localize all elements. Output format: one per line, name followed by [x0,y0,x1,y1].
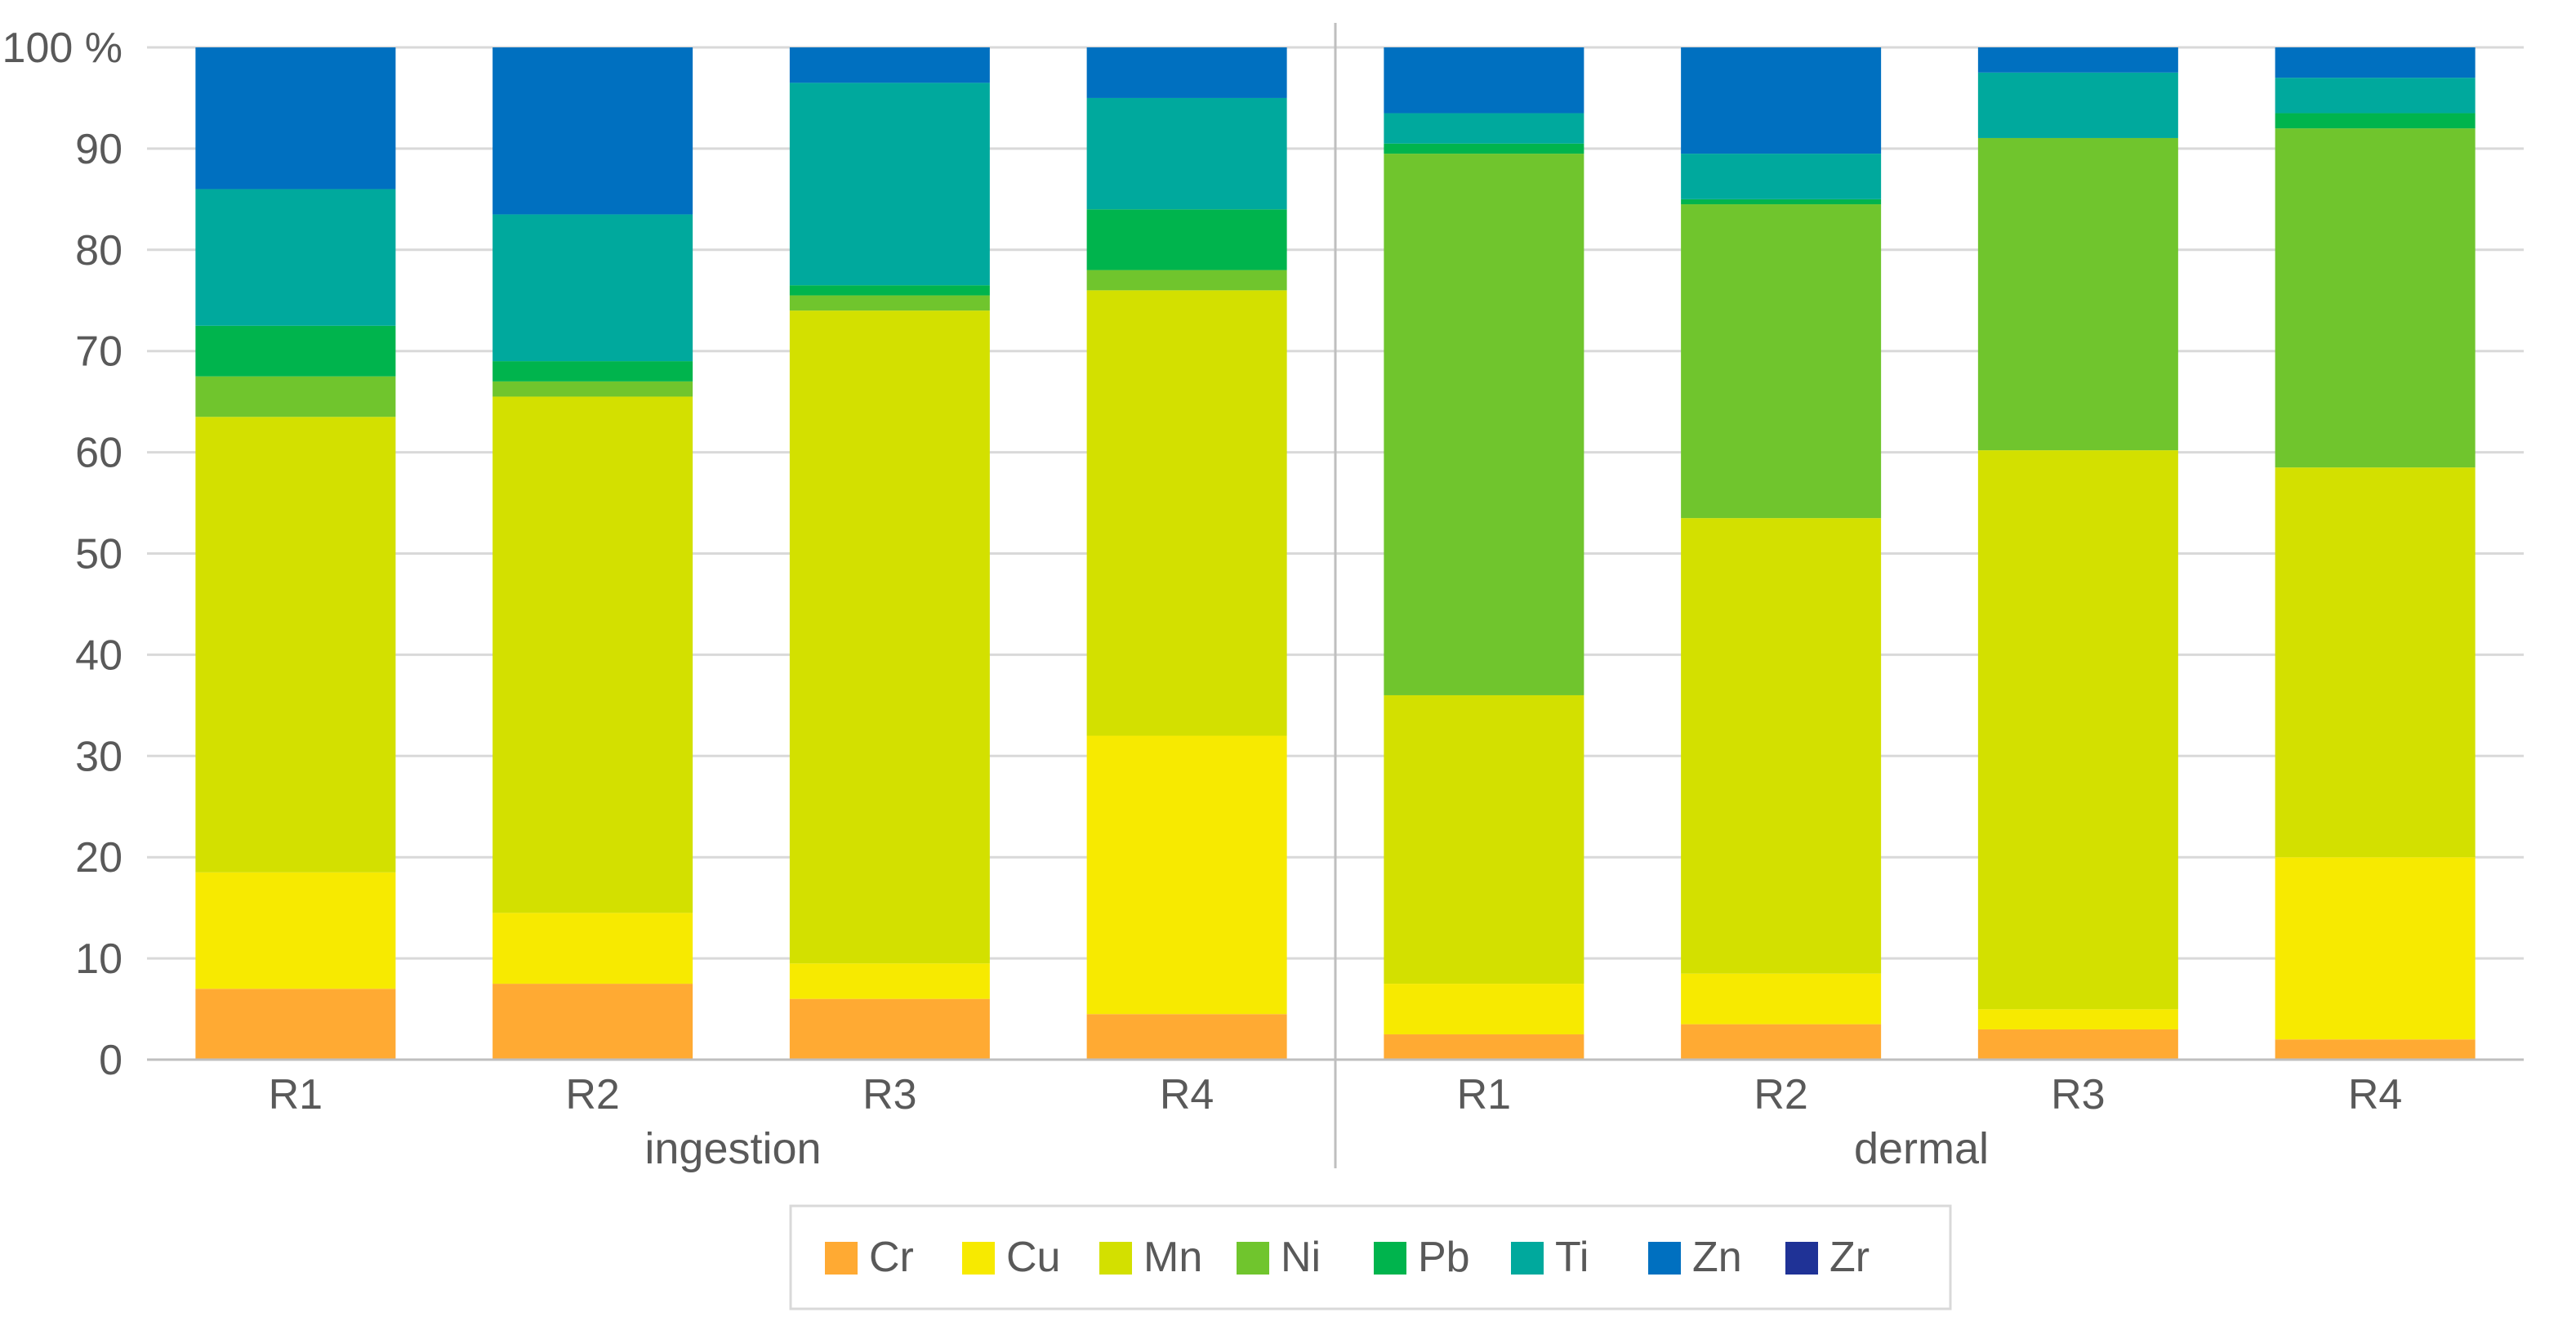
legend-label-pb: Pb [1418,1234,1470,1281]
x-tick-label: R3 [2051,1071,2105,1118]
bar-segment-pb-dermal-r1 [1384,143,1584,154]
bar-segment-mn-ingestion-r2 [492,396,693,913]
bar-segment-pb-dermal-r2 [1681,199,1882,205]
bar-segment-mn-dermal-r4 [2275,467,2476,858]
legend-swatch-zr [1785,1242,1818,1275]
y-tick-label: 0 [99,1037,123,1084]
bar-segment-ni-ingestion-r4 [1086,270,1287,291]
bar-segment-cu-ingestion-r4 [1086,735,1287,1015]
bar-segment-ti-ingestion-r1 [195,189,396,326]
bar-segment-ni-ingestion-r1 [195,376,396,417]
bar-segment-pb-ingestion-r1 [195,325,396,377]
y-tick-label: 100 % [2,25,123,72]
x-tick-label: R2 [1754,1071,1807,1118]
legend-label-zn: Zn [1692,1234,1742,1281]
legend-swatch-pb [1374,1242,1406,1275]
bar-segment-ti-ingestion-r3 [789,83,990,286]
bar-segment-cu-ingestion-r1 [195,872,396,989]
group-label-dermal: dermal [1854,1124,1989,1173]
bar-segment-pb-ingestion-r2 [492,361,693,382]
bar-segment-ti-dermal-r4 [2275,78,2476,114]
bar-segment-ti-dermal-r2 [1681,154,1882,199]
bar-segment-ti-dermal-r1 [1384,113,1584,144]
y-tick-label: 20 [75,834,123,882]
bar-segment-mn-ingestion-r1 [195,417,396,873]
bar-segment-zn-ingestion-r3 [789,47,990,83]
legend-swatch-cu [962,1242,995,1275]
legend-label-ti: Ti [1555,1234,1589,1281]
bar-segment-cr-dermal-r4 [2275,1039,2476,1060]
legend-swatch-mn [1099,1242,1132,1275]
x-tick-label: R2 [565,1071,619,1118]
legend-label-mn: Mn [1143,1234,1202,1281]
bar-segment-pb-ingestion-r3 [789,285,990,296]
bar-segment-cr-ingestion-r4 [1086,1014,1287,1060]
y-tick-label: 10 [75,935,123,983]
y-tick-label: 70 [75,328,123,376]
legend-swatch-zn [1648,1242,1681,1275]
bar-segment-mn-dermal-r1 [1384,694,1584,984]
x-tick-label: R3 [862,1071,916,1118]
legend: Cr Cu Mn Ni Pb Ti Zn Zr [789,1204,1952,1310]
bar-segment-cr-dermal-r1 [1384,1034,1584,1060]
y-axis: 0 10 20 30 40 50 60 70 80 90 100 % [2,25,123,1084]
bar-segment-ni-dermal-r1 [1384,154,1584,695]
bar-segment-zn-dermal-r2 [1681,47,1882,154]
bar-segment-ni-ingestion-r2 [492,381,693,397]
y-tick-label: 30 [75,733,123,780]
bar-segment-zn-ingestion-r2 [492,47,693,215]
y-tick-label: 60 [75,430,123,477]
bar-segment-cr-ingestion-r1 [195,989,396,1060]
bar-segment-ni-ingestion-r3 [789,295,990,311]
bar-segment-cu-dermal-r4 [2275,857,2476,1040]
y-tick-label: 50 [75,531,123,578]
x-tick-label: R4 [1160,1071,1214,1118]
x-axis: R1 R2 R3 R4 ingestion R1 R2 R3 R4 dermal [147,23,2524,1173]
x-tick-label: R4 [2348,1071,2402,1118]
bar-segment-ti-ingestion-r2 [492,214,693,362]
bar-segment-cu-ingestion-r2 [492,913,693,984]
bar-segment-ni-dermal-r3 [1977,137,2178,451]
bar-segment-cu-dermal-r1 [1384,984,1584,1035]
bar-segment-pb-ingestion-r4 [1086,209,1287,270]
legend-label-cr: Cr [869,1234,914,1281]
legend-label-zr: Zr [1829,1234,1870,1281]
bar-segment-cu-dermal-r3 [1977,1009,2178,1030]
bar-segment-ti-ingestion-r4 [1086,97,1287,210]
legend-swatch-ti [1511,1242,1544,1275]
legend-label-cu: Cu [1006,1234,1060,1281]
bar-segment-ti-dermal-r3 [1977,72,2178,138]
legend-swatch-ni [1237,1242,1269,1275]
bar-segment-zn-dermal-r1 [1384,47,1584,114]
x-tick-label: R1 [1457,1071,1511,1118]
bar-segment-ni-dermal-r2 [1681,204,1882,519]
y-tick-label: 80 [75,227,123,275]
bar-segment-mn-dermal-r3 [1977,450,2178,1010]
bar-segment-cu-dermal-r2 [1681,973,1882,1025]
bar-segment-pb-dermal-r4 [2275,113,2476,129]
bar-segment-zn-dermal-r4 [2275,47,2476,78]
group-label-ingestion: ingestion [644,1124,821,1173]
bar-segment-cr-dermal-r3 [1977,1029,2178,1060]
y-tick-label: 40 [75,632,123,679]
bar-segment-zn-dermal-r3 [1977,47,2178,73]
legend-swatch-cr [825,1242,858,1275]
y-tick-label: 90 [75,126,123,173]
bar-segment-mn-ingestion-r4 [1086,290,1287,736]
bar-segment-cu-ingestion-r3 [789,963,990,999]
bars [195,47,2476,1060]
bar-segment-zn-ingestion-r4 [1086,47,1287,98]
bar-segment-cr-ingestion-r3 [789,998,990,1060]
bar-segment-zn-ingestion-r1 [195,47,396,190]
bar-segment-cr-ingestion-r2 [492,984,693,1060]
bar-segment-mn-ingestion-r3 [789,310,990,964]
bar-segment-mn-dermal-r2 [1681,518,1882,974]
bar-segment-cr-dermal-r2 [1681,1024,1882,1060]
legend-label-ni: Ni [1281,1234,1321,1281]
bar-segment-ni-dermal-r4 [2275,128,2476,468]
x-tick-label: R1 [269,1071,323,1118]
